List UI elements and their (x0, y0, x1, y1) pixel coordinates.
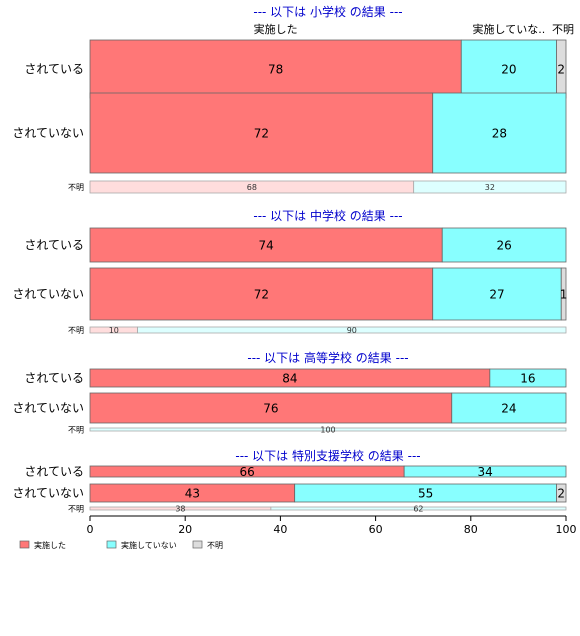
data-label: 90 (347, 326, 357, 335)
bar-segment (89, 267, 434, 321)
bar-segment (441, 227, 567, 263)
row-label: されている (24, 62, 84, 76)
bar-segment (413, 180, 567, 194)
legend-swatch (106, 540, 117, 549)
bar-segment (89, 227, 443, 263)
panel-title: --- 以下は 特別支援学校 の結果 --- (235, 448, 420, 463)
data-label: 76 (263, 402, 278, 416)
data-label: 43 (185, 487, 200, 501)
row-label: されていない (12, 126, 84, 140)
bar-segment (451, 392, 567, 424)
data-label: 34 (477, 465, 492, 479)
legend-label: 不明 (207, 541, 223, 550)
bar-segment (137, 326, 567, 334)
bar-segment (89, 427, 567, 432)
data-label: 78 (268, 63, 283, 77)
data-label: 55 (418, 487, 433, 501)
legend-swatch (192, 540, 203, 549)
category-label-top: 不明 (552, 23, 574, 36)
row-label: されている (24, 465, 84, 479)
data-label: 26 (496, 239, 511, 253)
x-tick-label: 0 (87, 523, 94, 536)
bar-segment (403, 465, 567, 478)
row-label: 不明 (68, 326, 84, 335)
panel-title: --- 以下は 中学校 の結果 --- (253, 208, 402, 223)
category-label-top: 実施した (254, 22, 298, 36)
row-label: 不明 (68, 505, 84, 514)
bar-segment (89, 392, 453, 424)
legend-label: 実施していない (121, 540, 177, 550)
bar-segment (89, 39, 462, 99)
row-label: されていない (12, 401, 84, 415)
row-label: されている (24, 371, 84, 385)
data-label: 10 (109, 326, 119, 335)
bar-segment (432, 267, 562, 321)
bar-segment (270, 506, 567, 511)
category-label-top: 実施していな.. (473, 22, 546, 36)
bar-segment (489, 368, 567, 388)
data-label: 32 (485, 183, 495, 192)
data-label: 72 (254, 288, 269, 302)
data-label: 20 (501, 63, 516, 77)
bar-segment (432, 92, 567, 174)
row-label: されていない (12, 287, 84, 301)
row-label: されている (24, 238, 84, 252)
x-tick-label: 20 (178, 523, 192, 536)
row-label: 不明 (68, 183, 84, 192)
data-label: 2 (557, 63, 565, 77)
x-tick-label: 60 (369, 523, 383, 536)
bar-segment (460, 39, 557, 99)
data-label: 68 (247, 183, 257, 192)
data-label: 16 (520, 372, 535, 386)
data-label: 28 (492, 127, 507, 141)
data-label: 2 (557, 487, 565, 501)
data-label: 84 (282, 372, 297, 386)
data-label: 27 (489, 288, 504, 302)
legend-label: 実施した (34, 540, 66, 550)
x-tick-label: 100 (556, 523, 577, 536)
panel-title: --- 以下は 小学校 の結果 --- (253, 4, 402, 19)
data-label: 72 (254, 127, 269, 141)
x-tick-label: 40 (273, 523, 287, 536)
row-label: されていない (12, 486, 84, 500)
data-label: 38 (175, 505, 185, 514)
row-label: 不明 (68, 426, 84, 435)
data-label: 100 (320, 426, 335, 435)
legend-swatch (19, 540, 30, 549)
data-label: 1 (560, 288, 568, 302)
bar-segment (556, 483, 567, 503)
data-label: 62 (413, 505, 423, 514)
x-tick-label: 80 (464, 523, 478, 536)
data-label: 24 (501, 402, 516, 416)
panel-title: --- 以下は 高等学校 の結果 --- (247, 350, 408, 365)
data-label: 66 (239, 465, 254, 479)
bar-segment (560, 267, 567, 321)
data-label: 74 (258, 239, 273, 253)
